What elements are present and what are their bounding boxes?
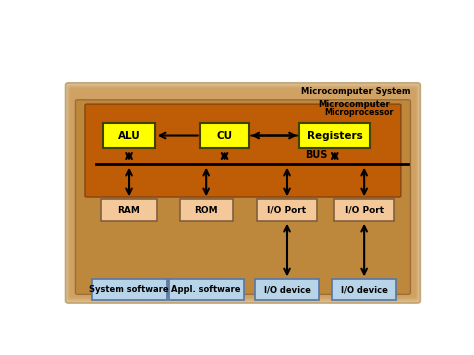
Text: Microcomputer: Microcomputer (318, 100, 390, 109)
FancyBboxPatch shape (332, 279, 396, 300)
FancyBboxPatch shape (200, 123, 249, 148)
Text: I/O Port: I/O Port (345, 206, 384, 214)
FancyBboxPatch shape (67, 85, 419, 301)
Text: CU: CU (217, 131, 233, 141)
Text: I/O device: I/O device (264, 285, 310, 294)
Text: RAM: RAM (118, 206, 140, 214)
FancyBboxPatch shape (334, 199, 394, 221)
FancyBboxPatch shape (66, 84, 419, 302)
Text: ALU: ALU (118, 131, 140, 141)
FancyBboxPatch shape (255, 279, 319, 300)
Text: ROM: ROM (194, 206, 218, 214)
Text: BUS: BUS (305, 150, 328, 160)
FancyBboxPatch shape (65, 83, 420, 303)
FancyBboxPatch shape (68, 86, 418, 300)
FancyBboxPatch shape (65, 83, 420, 303)
FancyBboxPatch shape (69, 87, 417, 299)
Text: Microprocessor: Microprocessor (324, 108, 393, 117)
FancyBboxPatch shape (257, 199, 317, 221)
Text: I/O device: I/O device (341, 285, 388, 294)
FancyBboxPatch shape (85, 104, 401, 197)
Text: I/O Port: I/O Port (267, 206, 307, 214)
FancyBboxPatch shape (71, 89, 415, 296)
Text: Registers: Registers (307, 131, 363, 141)
FancyBboxPatch shape (75, 100, 410, 294)
FancyBboxPatch shape (169, 279, 244, 300)
FancyBboxPatch shape (102, 123, 155, 148)
FancyBboxPatch shape (91, 279, 166, 300)
FancyBboxPatch shape (69, 88, 417, 298)
FancyBboxPatch shape (299, 123, 370, 148)
Text: Appl. software: Appl. software (172, 285, 241, 294)
Text: Microcomputer System: Microcomputer System (301, 87, 410, 96)
FancyBboxPatch shape (101, 199, 157, 221)
FancyBboxPatch shape (180, 199, 233, 221)
FancyBboxPatch shape (70, 88, 416, 297)
Text: System software: System software (89, 285, 169, 294)
